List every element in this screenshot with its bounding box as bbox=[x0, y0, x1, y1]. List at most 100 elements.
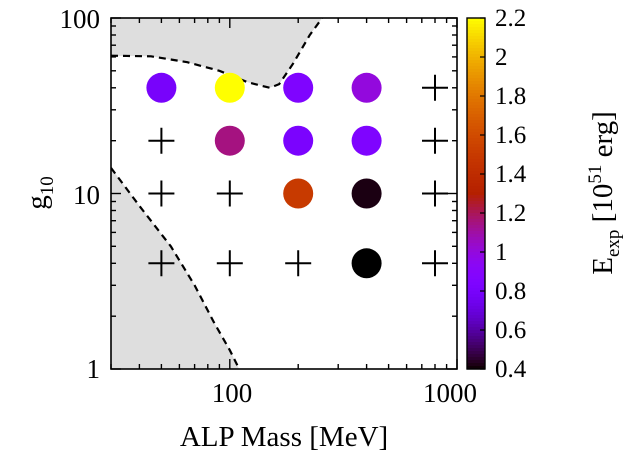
colorbar-title-main: E bbox=[587, 257, 619, 275]
colorbar-band bbox=[467, 330, 485, 334]
colorbar-tick-label: 0.4 bbox=[495, 356, 527, 383]
lower-boundary-line bbox=[111, 167, 241, 369]
exploding-point bbox=[351, 248, 382, 279]
colorbar-band bbox=[467, 231, 485, 235]
colorbar-band bbox=[467, 177, 485, 181]
y-tick-label-10: 10 bbox=[73, 180, 100, 210]
colorbar-band bbox=[467, 171, 485, 175]
colorbar-band bbox=[467, 237, 485, 241]
non-exploding-point bbox=[216, 250, 243, 277]
colorbar-band bbox=[467, 288, 485, 292]
colorbar-band bbox=[467, 39, 485, 43]
colorbar-band bbox=[467, 162, 485, 166]
colorbar-title-sup: 51 bbox=[585, 165, 606, 184]
colorbar-band bbox=[467, 75, 485, 79]
colorbar-band bbox=[467, 303, 485, 307]
colorbar-band bbox=[467, 129, 485, 133]
non-exploding-point bbox=[422, 250, 448, 277]
colorbar-band bbox=[467, 96, 485, 100]
excluded-region-lower bbox=[111, 167, 240, 369]
colorbar-title-rest: [10 bbox=[587, 184, 619, 230]
non-exploding-point bbox=[216, 180, 243, 207]
colorbar-band bbox=[467, 81, 485, 85]
colorbar-tick-label: 1.4 bbox=[495, 161, 527, 188]
colorbar-band bbox=[467, 282, 485, 286]
colorbar-band bbox=[467, 309, 485, 313]
colorbar-band bbox=[467, 219, 485, 223]
colorbar-band bbox=[467, 360, 485, 364]
colorbar-band bbox=[467, 348, 485, 352]
colorbar-band bbox=[467, 276, 485, 280]
non-exploding-point bbox=[285, 250, 312, 277]
colorbar-tick-labels: 0.4 0.6 0.8 1 1.2 1.4 1.6 1.8 2 2.2 bbox=[480, 5, 527, 383]
colorbar-band bbox=[467, 207, 485, 211]
colorbar-band bbox=[467, 243, 485, 247]
colorbar-band bbox=[467, 255, 485, 259]
colorbar-band bbox=[467, 267, 485, 271]
colorbar-band bbox=[467, 165, 485, 169]
non-exploding-point bbox=[148, 250, 175, 277]
colorbar-band bbox=[467, 189, 485, 193]
colorbar-band bbox=[467, 54, 485, 58]
colorbar-band bbox=[467, 168, 485, 172]
colorbar-band bbox=[467, 150, 485, 154]
colorbar-band bbox=[467, 363, 485, 367]
colorbar-band bbox=[467, 321, 485, 325]
colorbar-band bbox=[467, 213, 485, 217]
y-axis-title-sub: 10 bbox=[37, 176, 58, 195]
colorbar-band bbox=[467, 24, 485, 28]
colorbar-band bbox=[467, 126, 485, 130]
colorbar-band bbox=[467, 156, 485, 160]
colorbar-band bbox=[467, 342, 485, 346]
exploding-point bbox=[351, 178, 382, 209]
colorbar-band bbox=[467, 297, 485, 301]
colorbar-band bbox=[467, 63, 485, 67]
colorbar-band bbox=[467, 183, 485, 187]
colorbar-tick-label: 1.2 bbox=[495, 200, 526, 227]
colorbar-band bbox=[467, 201, 485, 205]
colorbar-band bbox=[467, 279, 485, 283]
y-axis-title: g10 bbox=[21, 176, 58, 210]
colorbar-title-end: erg] bbox=[587, 111, 619, 164]
colorbar-band bbox=[467, 216, 485, 220]
colorbar-band bbox=[467, 99, 485, 103]
excluded-region-upper bbox=[111, 18, 323, 88]
colorbar-band bbox=[467, 186, 485, 190]
y-axis-title-main: g bbox=[21, 195, 53, 210]
colorbar-band bbox=[467, 141, 485, 145]
colorbar-band bbox=[467, 294, 485, 298]
colorbar-band bbox=[467, 339, 485, 343]
colorbar-tick-label: 2 bbox=[495, 44, 508, 71]
exploding-point bbox=[283, 178, 314, 209]
colorbar-tick-label: 0.8 bbox=[495, 278, 526, 305]
colorbar-band bbox=[467, 147, 485, 151]
plot-area bbox=[111, 18, 324, 369]
colorbar bbox=[467, 18, 485, 370]
colorbar-band bbox=[467, 336, 485, 340]
colorbar-band bbox=[467, 180, 485, 184]
colorbar-band bbox=[467, 27, 485, 31]
colorbar-band bbox=[467, 84, 485, 88]
colorbar-band bbox=[467, 36, 485, 40]
colorbar-band bbox=[467, 264, 485, 268]
colorbar-band bbox=[467, 204, 485, 208]
colorbar-band bbox=[467, 252, 485, 256]
colorbar-band bbox=[467, 333, 485, 337]
colorbar-frame bbox=[466, 17, 486, 370]
non-exploding-point bbox=[422, 180, 448, 207]
x-tick-label-1000: 1000 bbox=[423, 378, 477, 408]
exploding-point bbox=[283, 125, 314, 156]
colorbar-band bbox=[467, 45, 485, 49]
colorbar-band bbox=[467, 51, 485, 55]
colorbar-band bbox=[467, 354, 485, 358]
colorbar-band bbox=[467, 135, 485, 139]
colorbar-band bbox=[467, 240, 485, 244]
exploding-point bbox=[214, 125, 245, 156]
colorbar-band bbox=[467, 249, 485, 253]
colorbar-band bbox=[467, 300, 485, 304]
colorbar-band bbox=[467, 159, 485, 163]
colorbar-band bbox=[467, 57, 485, 61]
colorbar-band bbox=[467, 60, 485, 64]
x-axis-title: ALP Mass [MeV] bbox=[180, 421, 388, 453]
